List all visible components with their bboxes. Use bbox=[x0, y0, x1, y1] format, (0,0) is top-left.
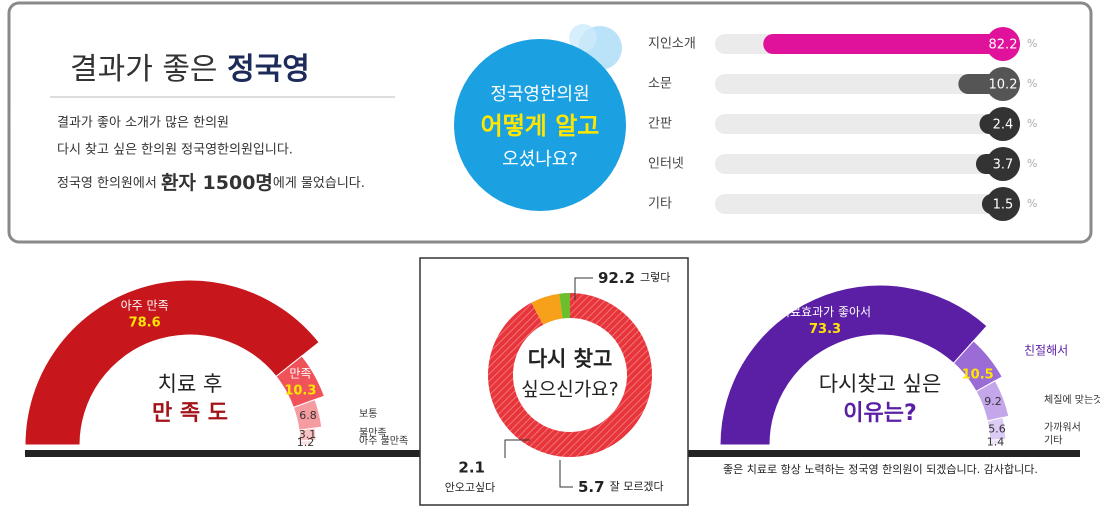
value-label: 5.7 bbox=[578, 478, 605, 496]
value-label: 5.6 bbox=[988, 422, 1006, 435]
category-label: 지인소개 bbox=[648, 37, 696, 52]
category-label: 기타 bbox=[648, 197, 672, 212]
value-label: 10.2 bbox=[989, 78, 1018, 93]
segment-label: 치료효과가 좋아서 bbox=[779, 305, 871, 319]
category-label: 소문 bbox=[648, 77, 672, 92]
bar-track bbox=[715, 194, 1020, 214]
circle-title: 어떻게 알고 bbox=[481, 112, 600, 140]
center-title: 다시 찾고 bbox=[528, 347, 613, 371]
donut-label: 92.2 그렇다 bbox=[598, 269, 670, 287]
segment-label: 기타 bbox=[1044, 434, 1062, 446]
arc-segment bbox=[989, 439, 1002, 446]
category-label: 그렇다 bbox=[640, 271, 670, 284]
arc-segment bbox=[299, 439, 312, 446]
circle-title: 정국영한의원 bbox=[490, 84, 589, 105]
header-title: 결과가 좋은 정국영 bbox=[70, 52, 310, 87]
segment-label: 보통 bbox=[359, 408, 377, 420]
unit-label: % bbox=[1027, 77, 1037, 90]
value-label: 2.4 bbox=[993, 118, 1014, 133]
leader-line bbox=[504, 439, 530, 458]
segment-label: 아주 불만족 bbox=[359, 435, 408, 447]
leader-line bbox=[574, 277, 593, 300]
segment-label: 체질에 맞는것 같아서 bbox=[1044, 394, 1100, 406]
title-normal: 결과가 좋은 bbox=[70, 52, 218, 87]
bar-track bbox=[715, 114, 1020, 134]
value-label: 73.3 bbox=[809, 322, 841, 337]
value-circle bbox=[986, 67, 1020, 101]
survey-suffix: 에게 물었습니다. bbox=[273, 176, 365, 191]
donut-segment bbox=[559, 293, 570, 319]
bar bbox=[763, 34, 1020, 54]
value-label: 10.5 bbox=[962, 367, 994, 382]
category-label: 안오고싶다 bbox=[445, 481, 496, 494]
value-label: 1.5 bbox=[993, 198, 1014, 213]
baseline bbox=[25, 450, 1080, 457]
value-label: 3.1 bbox=[299, 428, 317, 441]
donut-segment bbox=[488, 293, 652, 457]
value-circle bbox=[986, 147, 1020, 181]
unit-label: % bbox=[1027, 197, 1037, 210]
donut-segment bbox=[531, 293, 563, 325]
value-label: 92.2 bbox=[598, 269, 635, 287]
value-label: 3.7 bbox=[993, 158, 1014, 173]
center-title: 이유는? bbox=[843, 401, 916, 426]
leader-line bbox=[559, 460, 573, 488]
unit-label: % bbox=[1027, 157, 1037, 170]
value-circle bbox=[986, 187, 1020, 221]
title-bold: 정국영 bbox=[227, 52, 310, 87]
header-line: 결과가 좋아 소개가 많은 한의원 bbox=[57, 116, 229, 131]
question-circle bbox=[454, 39, 626, 211]
survey-line: 정국영 한의원에서 환자 1500명에게 물었습니다. bbox=[57, 172, 365, 194]
donut-label: 5.7 잘 모르겠다 bbox=[578, 478, 664, 496]
center-title: 다시찾고 싶은 bbox=[819, 372, 942, 396]
arc-segment bbox=[24, 279, 320, 446]
segment-label: 만족 bbox=[289, 367, 311, 381]
segment-label: 친절해서 bbox=[1024, 343, 1068, 357]
survey-prefix: 정국영 한의원에서 bbox=[57, 176, 157, 191]
bar-track bbox=[715, 74, 1020, 94]
center-title: 싶으신가요? bbox=[521, 379, 619, 401]
value-circle bbox=[986, 107, 1020, 141]
center-title: 치료 후 bbox=[158, 372, 223, 396]
circle-title: 오셨나요? bbox=[502, 149, 578, 170]
value-label: 82.2 bbox=[989, 38, 1018, 53]
survey-bold: 환자 1500명 bbox=[161, 172, 273, 194]
bubble bbox=[569, 24, 597, 52]
segment-label: 불만족 bbox=[359, 427, 387, 439]
value-label: 9.2 bbox=[984, 395, 1002, 408]
segment-label: 가까워서 bbox=[1044, 420, 1081, 433]
header-line: 다시 찾고 싶은 한의원 정국영한의원입니다. bbox=[57, 143, 293, 158]
arc-segment bbox=[719, 284, 988, 446]
value-label: 1.4 bbox=[987, 435, 1005, 448]
value-label: 78.6 bbox=[129, 316, 161, 331]
category-label: 간판 bbox=[648, 117, 672, 132]
unit-label: % bbox=[1027, 117, 1037, 130]
bar-track bbox=[715, 154, 1020, 174]
category-label: 잘 모르겠다 bbox=[610, 480, 664, 493]
unit-label: % bbox=[1027, 37, 1037, 50]
value-label: 1.2 bbox=[297, 436, 315, 449]
footer: 좋은 치료로 항상 노력하는 정국영 한의원이 되겠습니다. 감사합니다. bbox=[723, 462, 1038, 476]
value-circle bbox=[986, 27, 1020, 61]
center-title: 만 족 도 bbox=[152, 401, 228, 426]
category-label: 인터넷 bbox=[648, 157, 684, 172]
value-label: 6.8 bbox=[299, 409, 317, 422]
value-label: 10.3 bbox=[284, 384, 316, 399]
donut-label: 2.1 bbox=[458, 459, 485, 477]
segment-label: 아주 만족 bbox=[121, 299, 169, 313]
